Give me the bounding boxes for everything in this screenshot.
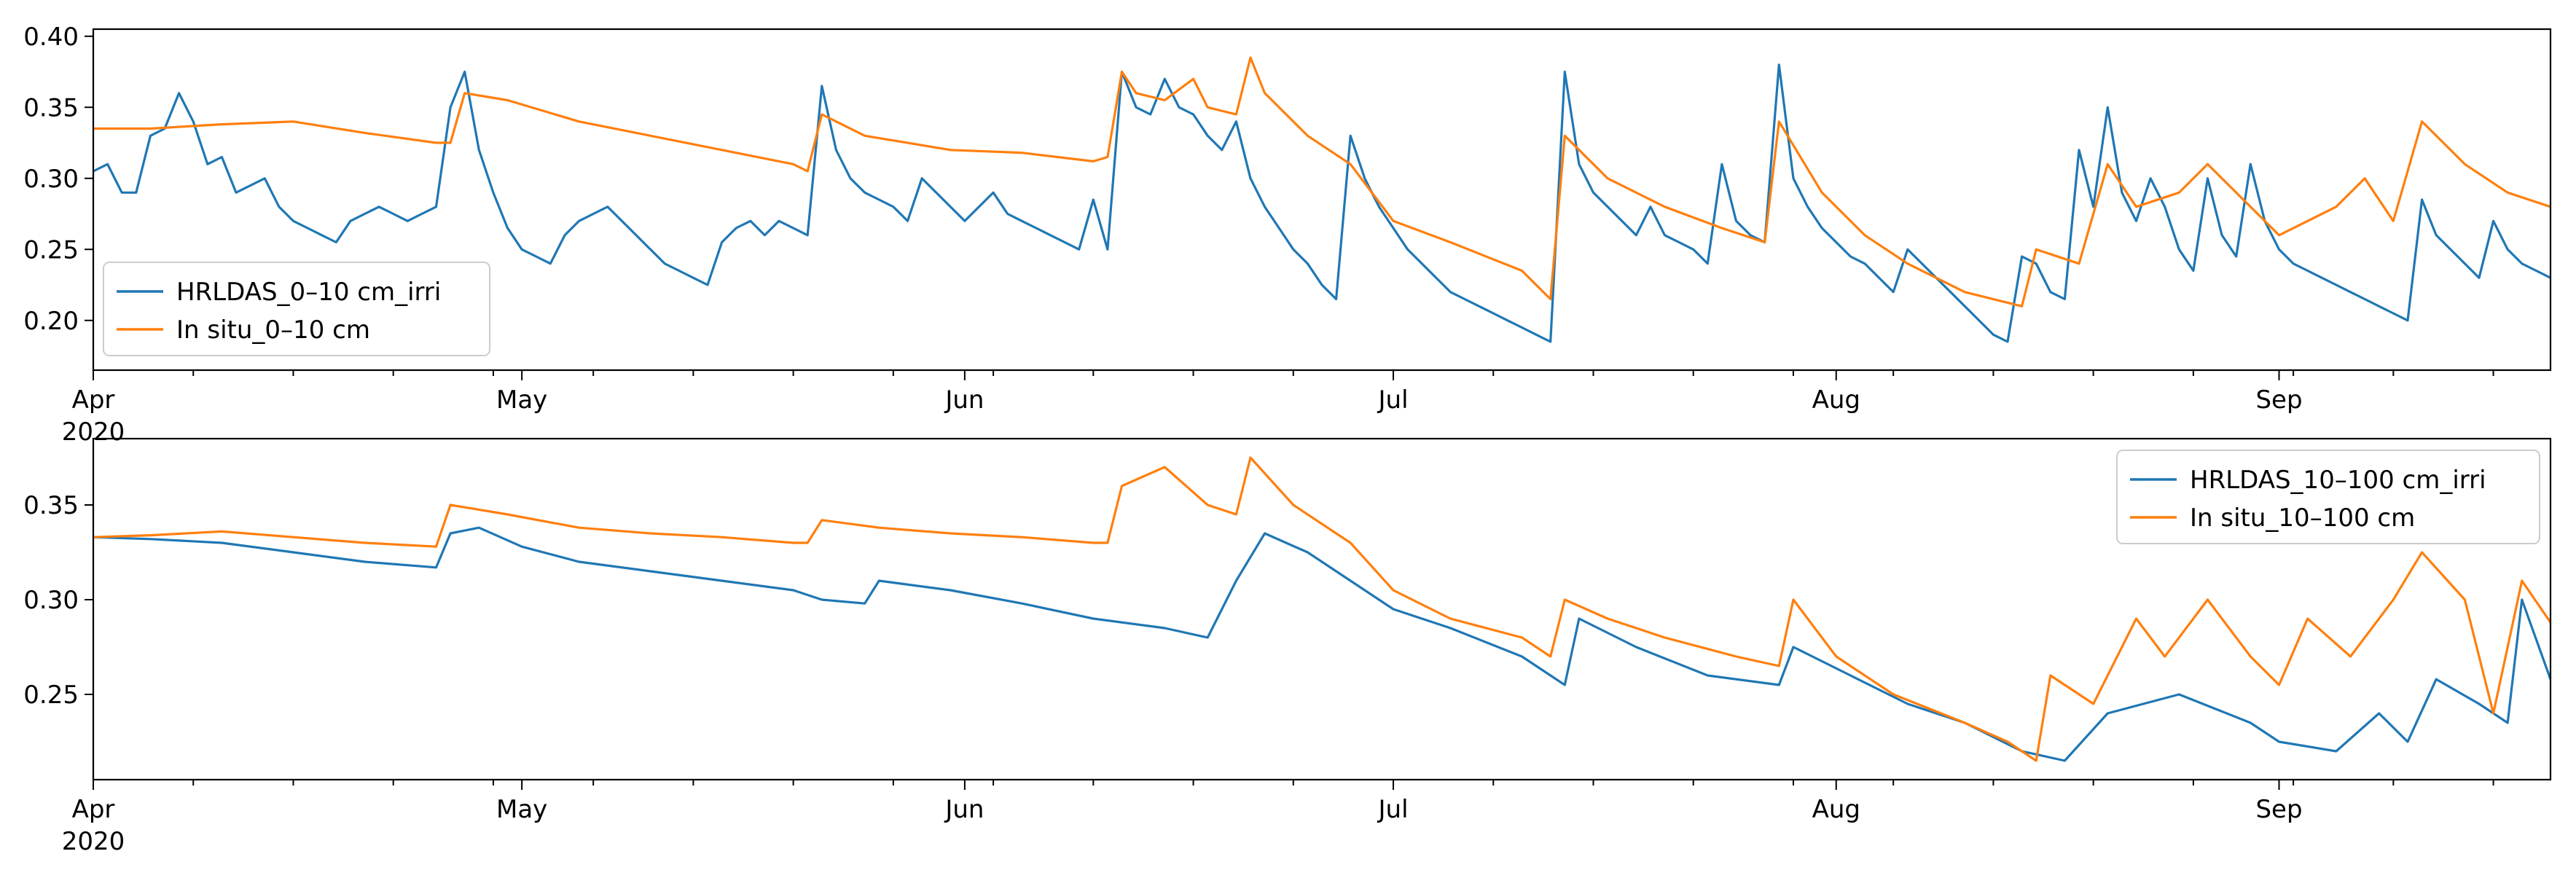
plot-area-frame xyxy=(92,28,2552,372)
legend-box xyxy=(103,262,490,356)
y-tick-label: 0.30 xyxy=(23,165,79,194)
y-tick-label: 0.25 xyxy=(23,235,79,264)
legend-label: In situ_10–100 cm xyxy=(2190,503,2415,533)
y-tick-label: 0.30 xyxy=(23,586,79,615)
x-tick-year-label: 2020 xyxy=(62,827,125,856)
x-tick-label: May xyxy=(496,385,547,415)
plot-area-frame xyxy=(92,437,2552,781)
y-tick-label: 0.25 xyxy=(23,681,79,710)
x-tick-label: Sep xyxy=(2255,385,2302,415)
x-tick-label: Jul xyxy=(1377,385,1409,415)
series-line-hrldas xyxy=(93,63,2550,343)
y-tick-label: 0.35 xyxy=(23,93,79,122)
legend-label: HRLDAS_10–100 cm_irri xyxy=(2190,466,2486,495)
x-tick-label: Jun xyxy=(944,795,984,824)
x-tick-label: May xyxy=(496,795,547,824)
y-tick-label: 0.35 xyxy=(23,491,79,520)
legend: HRLDAS_10–100 cm_irri In situ_10–100 cm xyxy=(2116,450,2540,544)
y-tick-label: 0.40 xyxy=(23,23,79,52)
x-tick-label: Apr xyxy=(72,795,115,824)
x-tick-label: Aug xyxy=(1812,795,1860,824)
x-tick-label: Aug xyxy=(1812,385,1860,415)
x-tick-label: Sep xyxy=(2255,795,2302,824)
legend: HRLDAS_0–10 cm_irri In situ_0–10 cm xyxy=(103,262,490,356)
legend-label: HRLDAS_0–10 cm_irri xyxy=(176,278,441,307)
x-tick-label: Jun xyxy=(944,385,984,415)
bottom-panel-10-100cm: Apr 2020 May Jun Jul Aug Sep 0.25 0.30 0.35 HRLDAS… xyxy=(23,437,2552,856)
legend-box xyxy=(2116,450,2540,544)
x-tick-label: Apr xyxy=(72,385,115,415)
series-line-in-situ xyxy=(93,56,2550,307)
legend-label: In situ_0–10 cm xyxy=(176,316,370,345)
series-line-hrldas xyxy=(93,526,2550,762)
y-tick-label: 0.20 xyxy=(23,307,79,336)
x-tick-label: Jul xyxy=(1377,795,1409,824)
series-line-in-situ xyxy=(93,456,2550,762)
